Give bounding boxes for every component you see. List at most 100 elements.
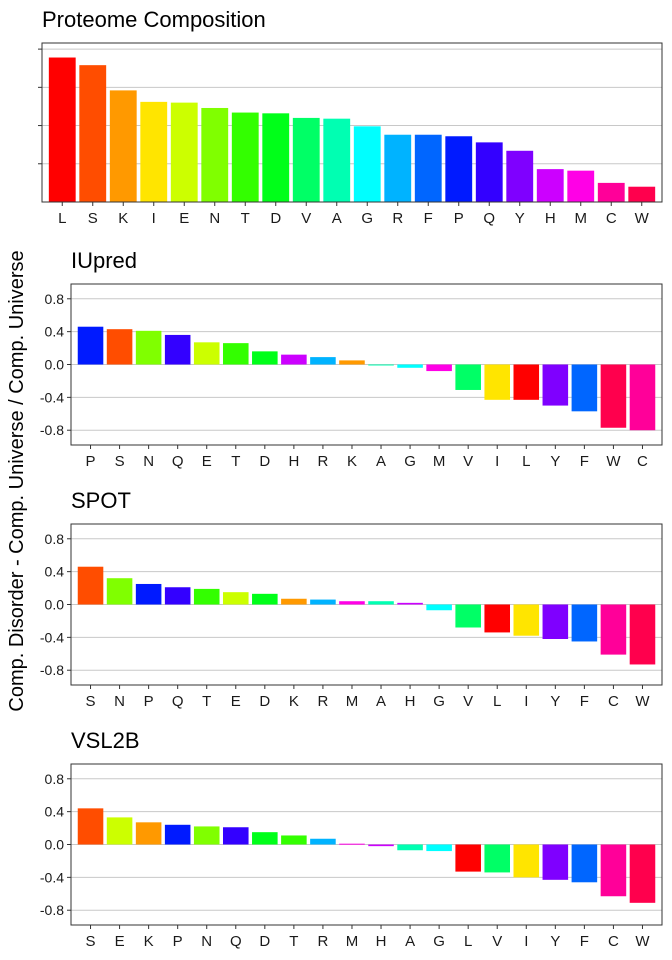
bar-I	[484, 364, 511, 400]
y-tick-label: -0.8	[40, 422, 64, 438]
x-tick-label: S	[86, 693, 96, 710]
bar-V	[484, 844, 511, 873]
bar-K	[281, 598, 307, 605]
x-tick-label: Q	[483, 210, 495, 227]
bar-F	[414, 134, 442, 202]
bar-F	[571, 364, 598, 412]
bar-W	[629, 844, 656, 903]
y-tick-label: 0.0	[45, 357, 65, 373]
bar-D	[262, 113, 290, 202]
bar-V	[292, 117, 320, 202]
x-tick-label: I	[152, 210, 156, 227]
bar-M	[426, 364, 452, 372]
bar-E	[106, 817, 133, 845]
bar-L	[484, 604, 511, 633]
x-tick-label: G	[433, 933, 445, 950]
bar-V	[455, 364, 481, 390]
x-tick-label: F	[580, 453, 589, 470]
x-tick-label: H	[545, 210, 556, 227]
x-tick-label: C	[608, 933, 619, 950]
x-tick-label: P	[454, 210, 464, 227]
x-tick-label: A	[405, 933, 415, 950]
x-tick-label: Y	[550, 453, 560, 470]
panel-2: IUpred -0.8 -0.4 0.0 0.4 0.8 P S N Q E T D H R K A G M V I L Y…	[40, 248, 663, 470]
bar-A	[323, 118, 351, 202]
bar-K	[109, 90, 137, 202]
bar-T	[193, 588, 220, 605]
bar-C	[597, 182, 625, 202]
bar-W	[600, 364, 627, 428]
bar-H	[281, 354, 307, 365]
panel-frame	[70, 523, 663, 686]
bar-G	[426, 844, 452, 852]
x-tick-label: N	[143, 453, 154, 470]
bar-M	[567, 170, 595, 202]
bar-P	[164, 824, 191, 845]
bar-S	[77, 566, 104, 605]
bar-A	[368, 601, 394, 605]
x-tick-label: D	[259, 933, 270, 950]
x-tick-label: N	[114, 693, 125, 710]
x-tick-label: V	[463, 693, 473, 710]
x-tick-label: K	[118, 210, 128, 227]
panel-title: VSL2B	[71, 728, 140, 753]
x-tick-label: G	[433, 693, 445, 710]
bar-E	[222, 592, 249, 605]
x-tick-label: N	[209, 210, 220, 227]
bar-Y	[542, 364, 569, 406]
bar-K	[339, 360, 365, 365]
x-tick-label: M	[575, 210, 588, 227]
x-tick-label: V	[301, 210, 311, 227]
x-tick-label: I	[495, 453, 499, 470]
x-tick-label: Q	[172, 453, 184, 470]
panel-3: SPOT -0.8 -0.4 0.0 0.4 0.8 S N P Q T E D K R M A H G V L I Y F C…	[40, 488, 663, 710]
x-tick-label: N	[201, 933, 212, 950]
bar-S	[79, 65, 107, 202]
y-tick-label: -0.4	[40, 629, 64, 645]
x-tick-label: W	[635, 693, 650, 710]
x-tick-label: D	[259, 693, 270, 710]
x-tick-label: D	[259, 453, 270, 470]
bar-R	[310, 838, 336, 845]
x-tick-label: T	[289, 933, 298, 950]
bar-K	[135, 822, 162, 845]
x-tick-label: C	[637, 453, 648, 470]
x-tick-label: S	[115, 453, 125, 470]
bar-H	[368, 844, 394, 847]
bar-Y	[542, 844, 569, 880]
x-tick-label: E	[115, 933, 125, 950]
x-tick-label: G	[404, 453, 416, 470]
x-tick-label: T	[202, 693, 211, 710]
bar-Q	[222, 827, 249, 845]
bar-D	[252, 351, 278, 365]
x-tick-label: A	[332, 210, 342, 227]
y-tick-label: 0.8	[45, 771, 65, 787]
panel-frame	[70, 763, 663, 926]
bar-M	[339, 843, 365, 845]
y-tick-label: 0.4	[45, 324, 65, 340]
bar-S	[106, 329, 133, 365]
panel-frame	[70, 283, 663, 446]
y-tick-label: 0.4	[45, 804, 65, 820]
x-tick-label: K	[347, 453, 357, 470]
bar-S	[77, 808, 104, 845]
x-tick-label: S	[86, 933, 96, 950]
x-tick-label: Y	[550, 693, 560, 710]
x-tick-label: G	[361, 210, 373, 227]
x-tick-label: L	[464, 933, 472, 950]
bar-C	[600, 844, 627, 897]
x-tick-label: K	[144, 933, 154, 950]
x-tick-label: R	[318, 933, 329, 950]
bar-L	[48, 57, 76, 202]
bar-G	[426, 604, 452, 611]
x-tick-label: T	[231, 453, 240, 470]
bar-I	[513, 844, 540, 878]
panel-1: Proteome Composition L S K I E N T D V A G R F P Q Y H M C W	[38, 7, 663, 227]
x-tick-label: L	[522, 453, 530, 470]
x-tick-label: R	[318, 453, 329, 470]
x-tick-label: T	[241, 210, 250, 227]
x-tick-label: Q	[230, 933, 242, 950]
bar-D	[252, 593, 278, 605]
